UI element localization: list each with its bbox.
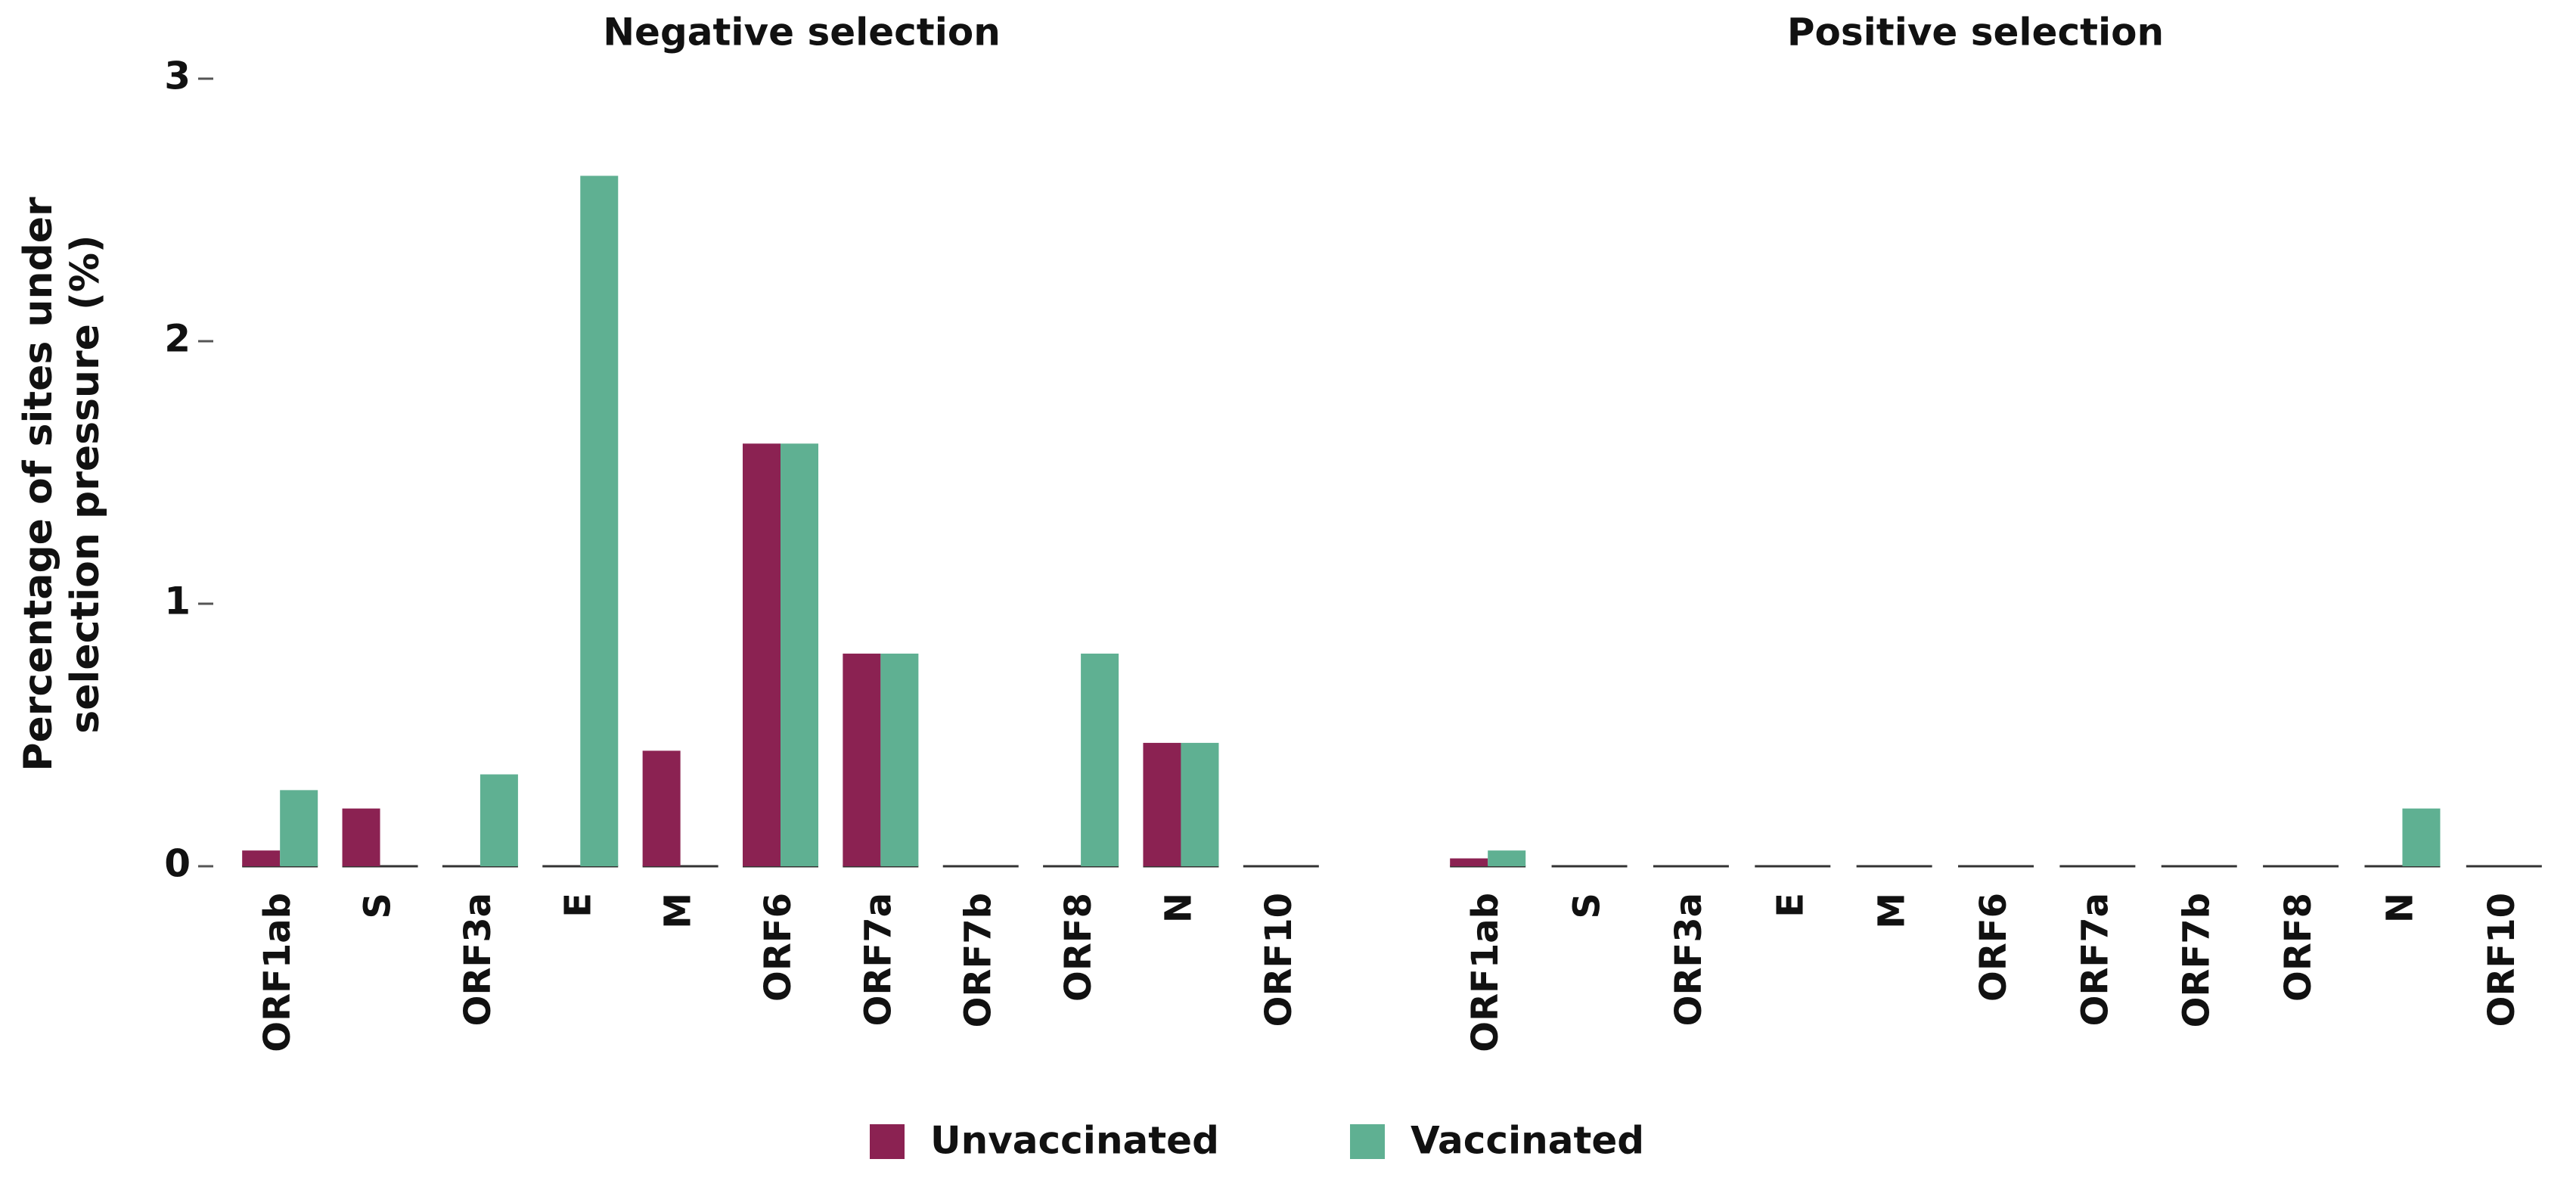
x-tick-label: ORF3a (1668, 893, 1710, 1026)
legend-swatch (870, 1124, 905, 1159)
bar (280, 790, 318, 866)
x-tick-label: ORF1ab (256, 893, 299, 1052)
x-tick-label: ORF10 (2481, 893, 2523, 1027)
x-tick-label: S (1566, 893, 1609, 919)
y-axis-title-line: selection pressure (%) (63, 235, 108, 733)
y-tick-label: 3 (164, 54, 191, 98)
x-tick-label: ORF3a (457, 893, 499, 1026)
bar (2402, 808, 2441, 866)
x-tick-label: E (557, 893, 599, 918)
x-tick-label: M (1871, 893, 1913, 929)
x-tick-label: ORF8 (1057, 893, 1100, 1002)
y-axis-title: Percentage of sites under selection pres… (16, 197, 108, 772)
y-tick-label: 1 (164, 580, 191, 623)
x-tick-label: ORF10 (1258, 893, 1300, 1027)
x-tick-label: ORF8 (2277, 893, 2320, 1002)
bar (843, 653, 881, 866)
bar (642, 750, 681, 866)
bar (580, 176, 619, 866)
bar (880, 653, 919, 866)
bar (1488, 850, 1526, 866)
x-tick-label: S (357, 893, 399, 919)
legend-label: Vaccinated (1411, 1119, 1644, 1163)
x-tick-label: ORF7b (957, 893, 1000, 1027)
bar (480, 774, 518, 866)
panel-title: Negative selection (603, 11, 1001, 54)
x-tick-label: ORF7a (2074, 893, 2116, 1026)
x-tick-label: ORF6 (757, 893, 799, 1002)
bar (242, 850, 281, 866)
bar (1450, 858, 1488, 866)
bar (1181, 742, 1219, 866)
y-axis-title-line: Percentage of sites under (16, 197, 61, 772)
panel-title: Positive selection (1787, 11, 2164, 54)
x-tick-label: E (1769, 893, 1811, 918)
x-tick-label: ORF6 (1972, 893, 2015, 1002)
x-tick-label: N (2379, 893, 2421, 923)
bar (743, 443, 781, 866)
bar (1081, 653, 1119, 866)
x-tick-label: ORF7a (857, 893, 899, 1026)
x-tick-label: ORF1ab (1464, 893, 1507, 1052)
bar (781, 443, 818, 866)
x-tick-label: ORF7b (2176, 893, 2218, 1027)
x-tick-label: N (1157, 893, 1200, 923)
bar (342, 808, 380, 866)
x-tick-label: M (657, 893, 700, 929)
legend-swatch (1350, 1124, 1385, 1159)
y-tick-label: 0 (164, 842, 191, 886)
y-tick-label: 2 (164, 317, 191, 361)
legend-label: Unvaccinated (930, 1119, 1219, 1163)
bar (1143, 742, 1181, 866)
